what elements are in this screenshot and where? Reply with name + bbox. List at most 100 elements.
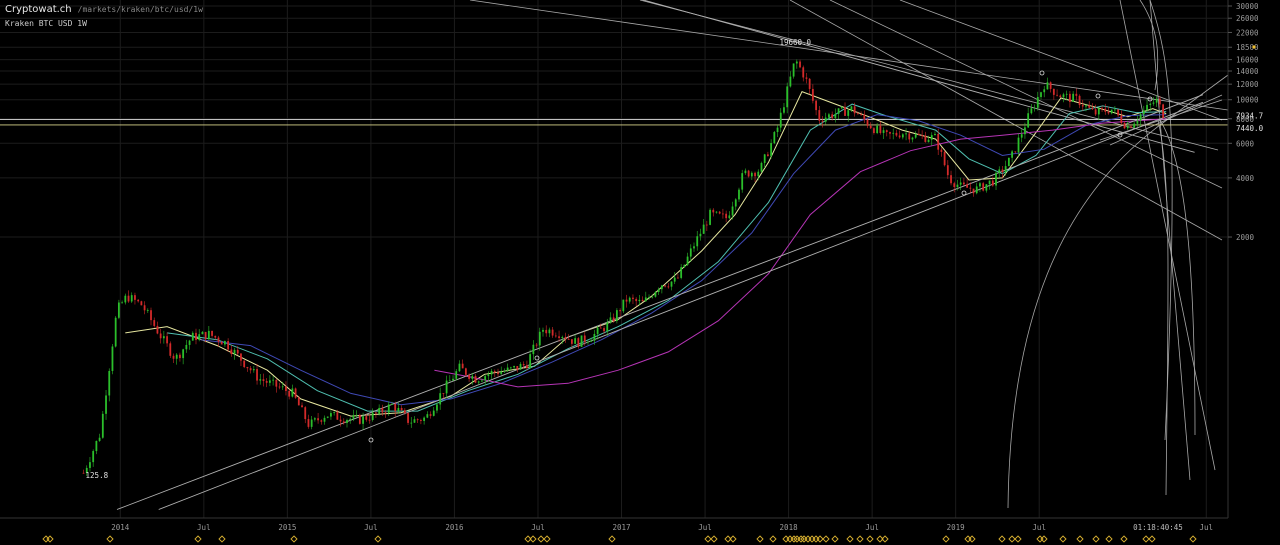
- candle-body: [278, 386, 281, 388]
- point-marker: [1039, 70, 1045, 76]
- candle-body: [320, 420, 323, 422]
- candle-body: [500, 371, 503, 375]
- candle-body: [715, 211, 718, 213]
- event-marker: [1105, 535, 1113, 543]
- candle-body: [105, 395, 107, 414]
- candle-body: [198, 334, 201, 340]
- point-marker: [1117, 132, 1123, 138]
- candle-body: [760, 162, 763, 172]
- candle-body: [313, 418, 316, 420]
- y-tick-label: 12000: [1236, 80, 1259, 89]
- x-tick-label: Jul: [364, 523, 378, 532]
- x-tick-label: 2019: [947, 523, 965, 532]
- candle-body: [542, 329, 544, 332]
- candle-body: [134, 295, 136, 300]
- event-marker: [769, 535, 777, 543]
- candle-body: [98, 437, 101, 441]
- event-marker: [942, 535, 950, 543]
- candle-body: [648, 296, 650, 298]
- candle-body: [850, 106, 853, 111]
- candle-body: [506, 367, 509, 371]
- candle-body: [911, 137, 914, 140]
- candle-body: [1081, 105, 1084, 107]
- clock-label: 01:18:40:45: [1133, 523, 1183, 532]
- candle-body: [651, 296, 654, 298]
- candle-body: [879, 125, 882, 133]
- candle-body: [612, 317, 615, 321]
- candle-body: [779, 112, 782, 128]
- y-tick-label: 18500: [1236, 43, 1259, 52]
- candle-body: [908, 133, 911, 140]
- x-tick-label: Jul: [698, 523, 712, 532]
- candle-body: [696, 236, 699, 247]
- candle-body: [121, 302, 123, 304]
- candle-body: [966, 184, 969, 188]
- site-name[interactable]: Cryptowat.ch: [5, 4, 72, 15]
- candle-body: [750, 172, 753, 177]
- candle-body: [371, 412, 374, 421]
- point-marker: [1147, 96, 1153, 102]
- candle-body: [522, 364, 525, 366]
- candle-body: [185, 344, 188, 350]
- candle-body: [580, 335, 583, 347]
- x-tick-label: 2015: [278, 523, 296, 532]
- candle-body: [124, 295, 127, 303]
- y-tick-label: 6000: [1236, 139, 1255, 148]
- candle-body: [615, 310, 618, 321]
- candle-body: [442, 393, 445, 394]
- candle-body: [420, 420, 422, 421]
- candle-body: [1117, 109, 1120, 116]
- candle-body: [1007, 157, 1010, 167]
- y-axis: 2000 4000 6000 8000 10000 12000 14000 16000 1850…: [1227, 0, 1259, 518]
- candle-body: [150, 310, 152, 321]
- candle-body: [667, 286, 670, 288]
- candle-body: [272, 379, 275, 381]
- candle-body: [1072, 93, 1075, 102]
- candle-body: [509, 367, 512, 369]
- candle-body: [400, 407, 403, 411]
- candle-body: [609, 317, 612, 323]
- candle-body: [844, 106, 846, 116]
- candle-body: [182, 349, 185, 359]
- candles: [82, 59, 1164, 477]
- candle-body: [738, 189, 740, 200]
- x-tick-label: Jul: [531, 523, 545, 532]
- candle-body: [1107, 111, 1110, 114]
- candle-body: [1056, 94, 1058, 96]
- candle-body: [567, 338, 570, 340]
- drawing-line: [1157, 119, 1169, 496]
- candle-body: [529, 354, 532, 369]
- candle-body: [1114, 109, 1116, 111]
- candle-body: [265, 381, 268, 383]
- candle-body: [1036, 96, 1039, 108]
- candle-body: [458, 363, 461, 372]
- candle-body: [644, 297, 647, 302]
- event-marker: [1008, 535, 1016, 543]
- event-marker: [822, 535, 830, 543]
- drawing-line: [899, 0, 1223, 121]
- candle-body: [712, 209, 715, 213]
- event-marker: [1092, 535, 1100, 543]
- candle-body: [767, 154, 769, 157]
- candle-body: [468, 374, 470, 379]
- candle-body: [950, 175, 952, 184]
- candle-body: [323, 417, 326, 422]
- candle-body: [869, 125, 872, 129]
- candle-body: [1069, 93, 1071, 102]
- candle-body: [426, 414, 429, 418]
- candle-body: [574, 338, 577, 344]
- candle-body: [689, 248, 692, 257]
- candle-body: [175, 354, 178, 359]
- y-tick-label: 4000: [1236, 174, 1255, 183]
- candle-body: [204, 331, 207, 340]
- candle-body: [339, 419, 342, 422]
- candle-body: [349, 418, 352, 420]
- candle-body: [619, 310, 622, 312]
- candle-body: [436, 404, 438, 411]
- candle-body: [285, 386, 287, 391]
- candle-body: [564, 337, 567, 339]
- candle-body: [1130, 126, 1132, 128]
- candle-body: [326, 416, 329, 418]
- candle-body: [101, 413, 104, 438]
